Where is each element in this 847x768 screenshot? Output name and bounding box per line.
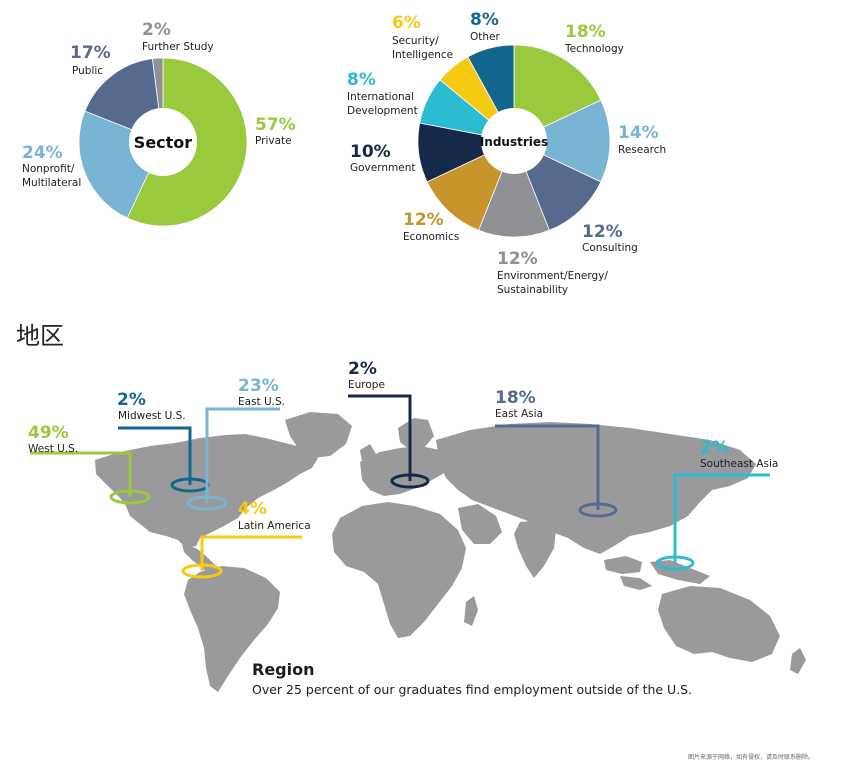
industry-economics-value: 12% — [403, 210, 444, 230]
region-midwest-us-leader — [118, 426, 192, 485]
sector-public-value: 17% — [70, 43, 111, 63]
region-east-asia-label: East Asia — [495, 408, 543, 420]
industry-consulting-label: Consulting — [582, 242, 638, 254]
region-midwest-us-value: 2% — [117, 390, 146, 410]
region-east-us-value: 23% — [238, 376, 279, 396]
world-map: 49% West U.S. 2% Midwest U.S. 23% East U… — [28, 359, 806, 692]
region-east-us-label: East U.S. — [238, 396, 285, 408]
industry-government-label: Government — [350, 162, 415, 174]
sector-private-label: Private — [255, 135, 292, 147]
region-east-us-leader — [205, 407, 280, 503]
region-europe-value: 2% — [348, 359, 377, 379]
region-europe-leader — [348, 394, 412, 481]
region-west-us-marker — [109, 489, 151, 505]
region-east-asia-callout: 18% East Asia — [495, 388, 618, 518]
region-subtitle: Over 25 percent of our graduates find em… — [252, 682, 693, 697]
industry-research-label: Research — [618, 144, 666, 156]
industry-other-value: 8% — [470, 10, 499, 30]
industries-donut-hole — [481, 108, 547, 174]
industry-economics-label: Economics — [403, 231, 459, 243]
region-west-us-leader — [30, 451, 132, 497]
region-europe-label: Europe — [348, 379, 385, 391]
region-midwest-us-label: Midwest U.S. — [118, 410, 186, 422]
watermark-text: 图片来源于网络，如有侵权，请及时联系删除。 — [688, 754, 815, 761]
sector-donut-chart: Sector 57% Private 24% Nonprofit/Multila… — [22, 20, 296, 227]
industry-technology-label: Technology — [564, 43, 624, 55]
region-east-asia-marker — [578, 502, 618, 518]
region-latin-america-marker — [181, 563, 223, 579]
sector-public-label: Public — [72, 65, 103, 77]
region-section-heading: 地区 — [16, 322, 64, 350]
sector-private-value: 57% — [255, 115, 296, 135]
industry-environment-value: 12% — [497, 249, 538, 269]
region-callouts: 49% West U.S. 2% Midwest U.S. 23% East U… — [28, 359, 778, 579]
industry-environment-label: Environment/Energy/Sustainability — [497, 270, 608, 296]
region-west-us-value: 49% — [28, 423, 69, 443]
industry-intl-dev-value: 8% — [347, 70, 376, 90]
region-east-us-callout: 23% East U.S. — [186, 376, 285, 511]
region-southeast-asia-label: Southeast Asia — [700, 458, 778, 470]
sector-donut-hole — [129, 108, 197, 176]
region-latin-america-leader — [200, 535, 302, 571]
sector-center-label: Sector — [134, 133, 193, 152]
region-europe-callout: 2% Europe — [348, 359, 430, 489]
region-southeast-asia-leader — [673, 473, 770, 563]
industry-government-value: 10% — [350, 142, 391, 162]
sector-nonprofit-value: 24% — [22, 143, 63, 163]
region-title: Region — [252, 660, 315, 679]
region-east-us-marker — [186, 495, 228, 511]
sector-further-study-label: Further Study — [142, 41, 214, 53]
region-southeast-asia-callout: 2% Southeast Asia — [655, 438, 778, 571]
region-latin-america-callout: 4% Latin America — [181, 499, 311, 579]
industry-research-value: 14% — [618, 123, 659, 143]
industry-security-label: Security/Intelligence — [392, 35, 453, 61]
industry-technology-value: 18% — [565, 22, 606, 42]
industry-consulting-value: 12% — [582, 222, 623, 242]
industry-intl-dev-label: International Development — [347, 91, 418, 117]
region-southeast-asia-marker — [655, 555, 695, 571]
region-west-us-label: West U.S. — [28, 443, 78, 455]
region-europe-marker — [390, 473, 430, 489]
region-southeast-asia-value: 2% — [700, 438, 729, 458]
industries-center-label: Industries — [480, 135, 548, 149]
region-latin-america-label: Latin America — [238, 520, 311, 532]
industry-security-value: 6% — [392, 13, 421, 33]
region-latin-america-value: 4% — [238, 499, 267, 519]
sector-nonprofit-label: Nonprofit/Multilateral — [22, 163, 81, 189]
sector-further-study-value: 2% — [142, 20, 171, 40]
industries-donut-chart: Industries 18% Technology 14% Research 1… — [347, 10, 666, 296]
region-east-asia-leader — [495, 424, 600, 510]
industry-other-label: Other — [470, 31, 500, 43]
region-east-asia-value: 18% — [495, 388, 536, 408]
region-west-us-callout: 49% West U.S. — [28, 423, 151, 505]
